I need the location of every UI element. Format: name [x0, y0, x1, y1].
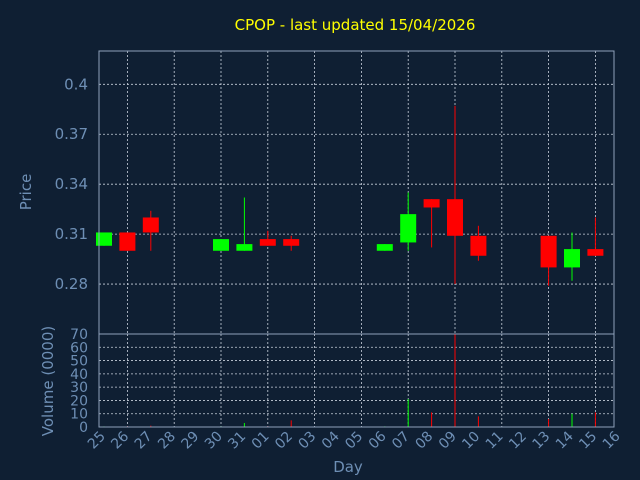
day-tick-label: 11 [483, 429, 507, 453]
day-tick-label: 06 [366, 428, 390, 452]
price-tick-label: 0.28 [55, 275, 88, 293]
day-tick-label: 03 [296, 429, 320, 453]
candle-body [96, 232, 112, 246]
day-tick-label: 02 [272, 429, 296, 453]
candle-body [423, 199, 440, 208]
candle-body [236, 244, 253, 251]
day-tick-label: 10 [459, 429, 483, 453]
day-tick-label: 27 [132, 429, 156, 453]
day-tick-label: 29 [179, 429, 203, 453]
day-tick-label: 25 [85, 429, 109, 453]
volume-panel-frame [98, 333, 615, 428]
volume-tick-label: 40 [70, 367, 88, 383]
day-tick-label: 16 [600, 428, 624, 452]
day-tick-label: 05 [342, 429, 366, 453]
candle-body [540, 235, 557, 268]
volume-tick-label: 30 [70, 380, 88, 396]
day-tick-label: 08 [413, 429, 437, 453]
chart-title: CPOP - last updated 15/04/2026 [235, 16, 476, 34]
volume-tick-label: 60 [70, 340, 88, 356]
candle-body [283, 239, 300, 246]
price-tick-label: 0.31 [55, 225, 88, 243]
volume-tick-label: 0 [79, 420, 88, 436]
candle-body [119, 232, 136, 251]
day-tick-label: 31 [225, 429, 249, 453]
volume-axis-label: Volume (0000) [39, 326, 57, 436]
candle-body [587, 249, 604, 256]
volume-tick-label: 70 [70, 327, 88, 343]
volume-bars [103, 334, 596, 427]
price-tick-label: 0.4 [64, 75, 88, 93]
candle-body [470, 235, 487, 256]
volume-tick-label: 50 [70, 354, 88, 370]
volume-grid [99, 334, 614, 427]
price-tick-labels: 0.28 0.31 0.34 0.37 0.4 [55, 75, 88, 293]
candle-body [400, 214, 417, 243]
day-tick-label: 12 [506, 429, 530, 453]
candle-body [259, 239, 276, 246]
volume-tick-label: 10 [70, 407, 88, 423]
day-tick-label: 13 [530, 429, 554, 453]
price-grid [99, 51, 614, 334]
candle-body [564, 249, 580, 268]
day-tick-label: 26 [108, 428, 132, 452]
candle-body [142, 217, 159, 233]
price-panel-frame [98, 50, 615, 335]
x-axis-label: Day [333, 458, 363, 476]
day-tick-labels: 25 26 27 28 29 30 31 01 02 03 04 05 06 07 08 09 10 11 12 13… [85, 428, 624, 452]
candle-body [376, 244, 393, 251]
day-tick-label: 30 [202, 429, 226, 453]
day-tick-label: 15 [576, 429, 600, 453]
price-tick-label: 0.37 [55, 125, 88, 143]
candle-body [447, 199, 463, 236]
candle-body [213, 239, 229, 251]
day-tick-label: 14 [553, 428, 577, 452]
day-tick-label: 09 [436, 429, 460, 453]
day-tick-label: 01 [249, 429, 273, 453]
price-axis-label: Price [17, 174, 35, 211]
volume-tick-label: 20 [70, 393, 88, 409]
day-tick-label: 04 [319, 428, 343, 452]
price-candles [96, 105, 604, 286]
day-tick-label: 28 [155, 429, 179, 453]
price-tick-label: 0.34 [55, 175, 88, 193]
day-tick-label: 07 [389, 429, 413, 453]
